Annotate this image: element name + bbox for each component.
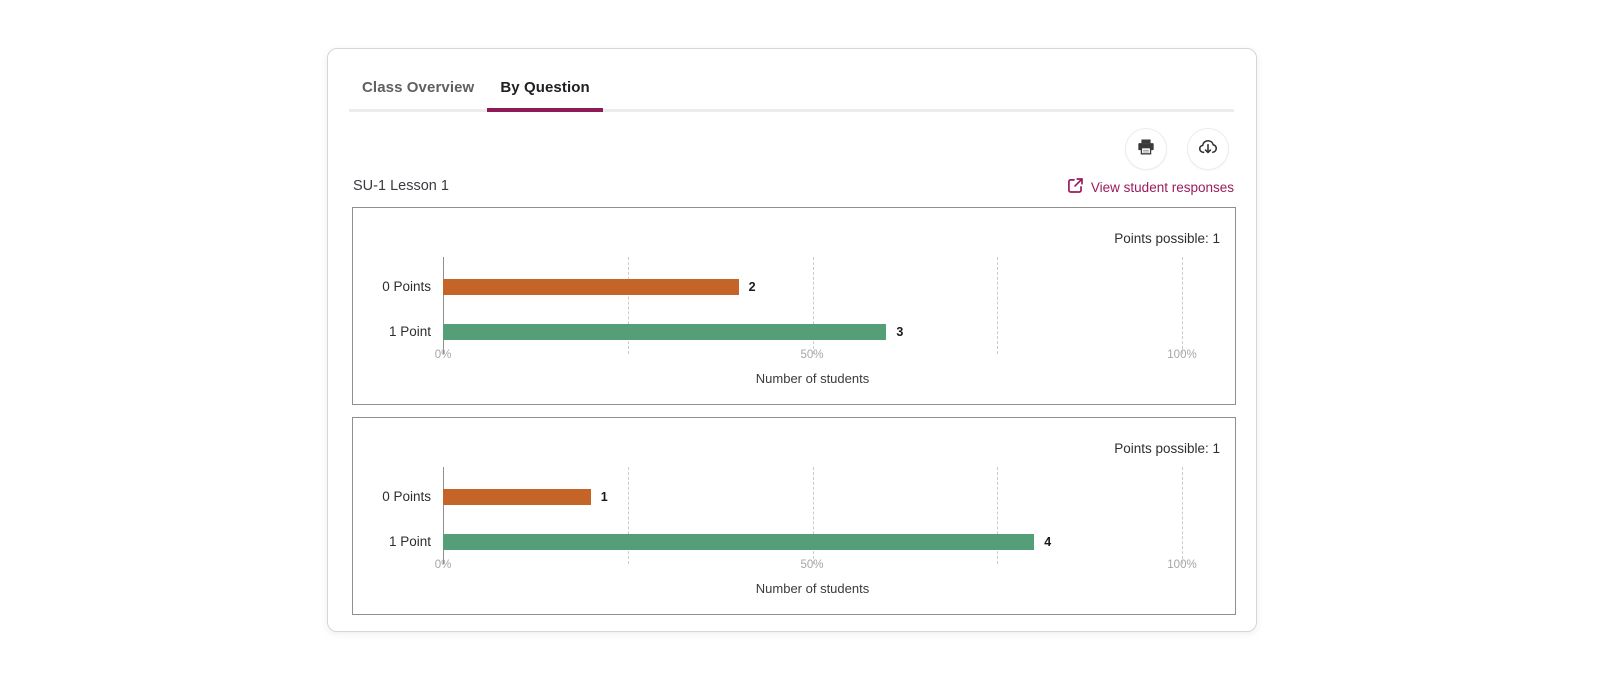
view-student-responses-label: View student responses <box>1090 179 1234 195</box>
points-possible-label: Points possible: 1 <box>1114 441 1220 456</box>
bar-row-0-points: 1 <box>443 489 1182 505</box>
axis-line <box>443 467 444 564</box>
cloud-download-icon <box>1197 136 1219 163</box>
bar-0-points <box>443 279 739 295</box>
x-axis-title: Number of students <box>755 581 870 596</box>
print-button[interactable] <box>1125 128 1167 170</box>
toolbar <box>1125 128 1229 170</box>
x-tick-100: 100% <box>1167 559 1197 571</box>
category-label-0-points: 0 Points <box>382 489 431 504</box>
report-card: Class Overview By Question <box>327 48 1257 632</box>
tab-class-overview[interactable]: Class Overview <box>362 79 475 96</box>
gridline-100 <box>1182 467 1183 564</box>
tab-bar: Class Overview By Question <box>349 49 1234 112</box>
x-tick-100: 100% <box>1167 349 1197 361</box>
bar-1-point <box>443 324 887 340</box>
points-possible-label: Points possible: 1 <box>1114 231 1220 246</box>
gridline-75 <box>997 257 999 354</box>
external-link-icon <box>1067 177 1084 197</box>
bar-value: 4 <box>1044 535 1052 549</box>
question-panel-2: Points possible: 1 0 Points 1 Point 1 4 … <box>352 417 1236 615</box>
bar-1-point <box>443 534 1035 550</box>
bar-value: 2 <box>748 280 756 294</box>
gridline-75 <box>997 467 999 564</box>
bar-value: 1 <box>600 490 608 504</box>
download-button[interactable] <box>1187 128 1229 170</box>
x-tick-50: 50% <box>800 349 824 361</box>
gridline-25 <box>627 257 629 354</box>
bar-row-1-point: 3 <box>443 324 1182 340</box>
x-tick-0: 0% <box>434 349 452 361</box>
bar-row-1-point: 4 <box>443 534 1182 550</box>
view-student-responses-link[interactable]: View student responses <box>1067 177 1234 197</box>
bar-chart: 1 4 <box>443 467 1183 564</box>
bar-value: 3 <box>896 325 904 339</box>
question-panel-1: Points possible: 1 0 Points 1 Point 2 3 … <box>352 207 1236 405</box>
gridline-50 <box>812 257 814 354</box>
axis-line <box>443 257 444 354</box>
bar-0-points <box>443 489 591 505</box>
category-label-0-points: 0 Points <box>382 279 431 294</box>
bar-chart: 2 3 <box>443 257 1183 354</box>
gridline-100 <box>1182 257 1183 354</box>
tab-by-question[interactable]: By Question <box>487 79 604 112</box>
category-label-1-point: 1 Point <box>388 534 431 549</box>
x-tick-0: 0% <box>434 559 452 571</box>
gridline-50 <box>812 467 814 564</box>
printer-icon <box>1136 137 1156 162</box>
page-title: SU-1 Lesson 1 <box>353 178 449 194</box>
x-axis-title: Number of students <box>755 371 870 386</box>
bar-row-0-points: 2 <box>443 279 1182 295</box>
x-tick-50: 50% <box>800 559 824 571</box>
category-label-1-point: 1 Point <box>388 324 431 339</box>
gridline-25 <box>627 467 629 564</box>
